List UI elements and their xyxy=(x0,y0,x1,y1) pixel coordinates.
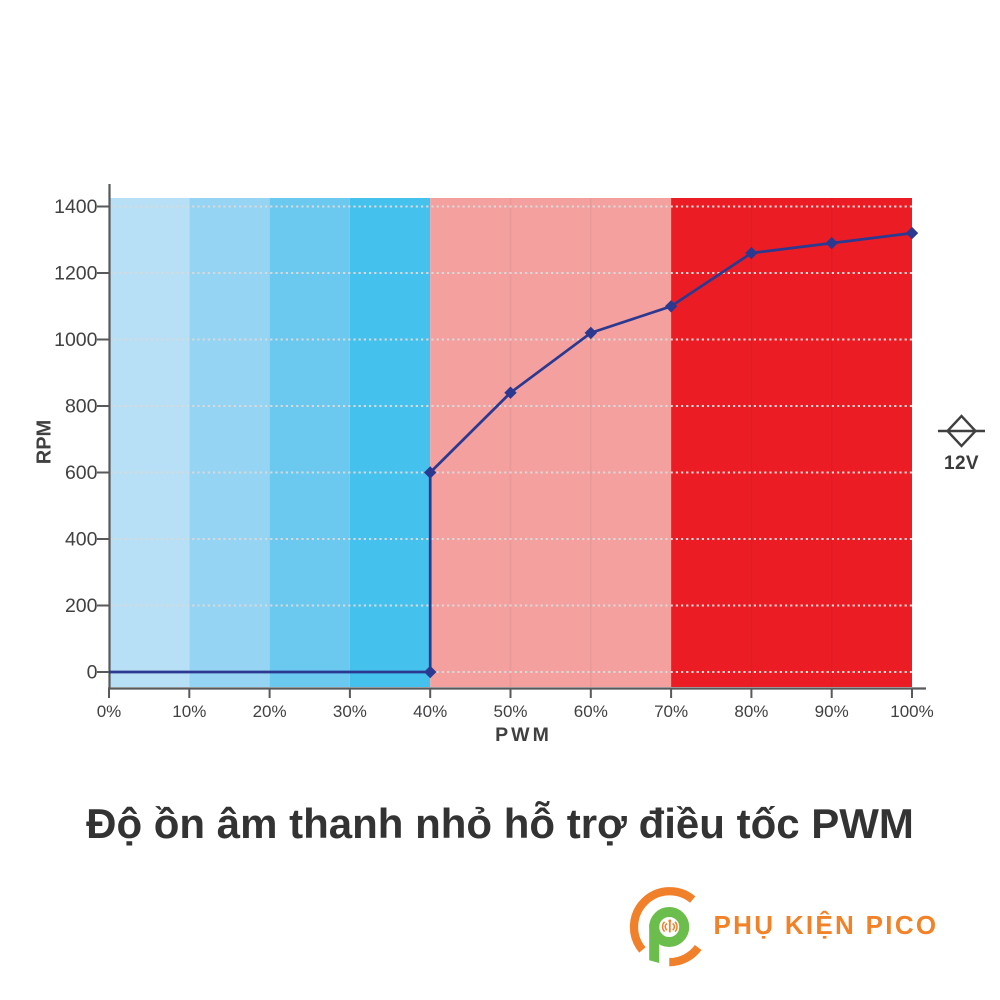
svg-text:0: 0 xyxy=(87,662,98,684)
svg-text:60%: 60% xyxy=(574,702,608,721)
svg-text:Độ ồn âm thanh nhỏ hỗ trợ điều: Độ ồn âm thanh nhỏ hỗ trợ điều tốc PWM xyxy=(86,799,914,847)
svg-text:90%: 90% xyxy=(815,702,849,721)
svg-text:50%: 50% xyxy=(493,702,527,721)
svg-text:200: 200 xyxy=(65,595,98,617)
svg-text:RPM: RPM xyxy=(34,420,56,464)
svg-text:600: 600 xyxy=(65,462,98,484)
svg-text:10%: 10% xyxy=(172,702,206,721)
svg-text:0%: 0% xyxy=(97,702,122,721)
svg-text:40%: 40% xyxy=(413,702,447,721)
svg-text:1000: 1000 xyxy=(54,329,98,351)
svg-text:1200: 1200 xyxy=(54,263,98,285)
svg-text:80%: 80% xyxy=(734,702,768,721)
svg-text:PWM: PWM xyxy=(495,724,552,746)
svg-text:PHỤ KIỆN PICO: PHỤ KIỆN PICO xyxy=(714,910,939,940)
svg-text:30%: 30% xyxy=(333,702,367,721)
svg-text:12V: 12V xyxy=(944,453,979,474)
svg-text:400: 400 xyxy=(65,529,98,551)
svg-text:20%: 20% xyxy=(253,702,287,721)
svg-text:1400: 1400 xyxy=(54,196,98,218)
svg-text:800: 800 xyxy=(65,396,98,418)
svg-text:100%: 100% xyxy=(890,702,933,721)
svg-text:70%: 70% xyxy=(654,702,688,721)
